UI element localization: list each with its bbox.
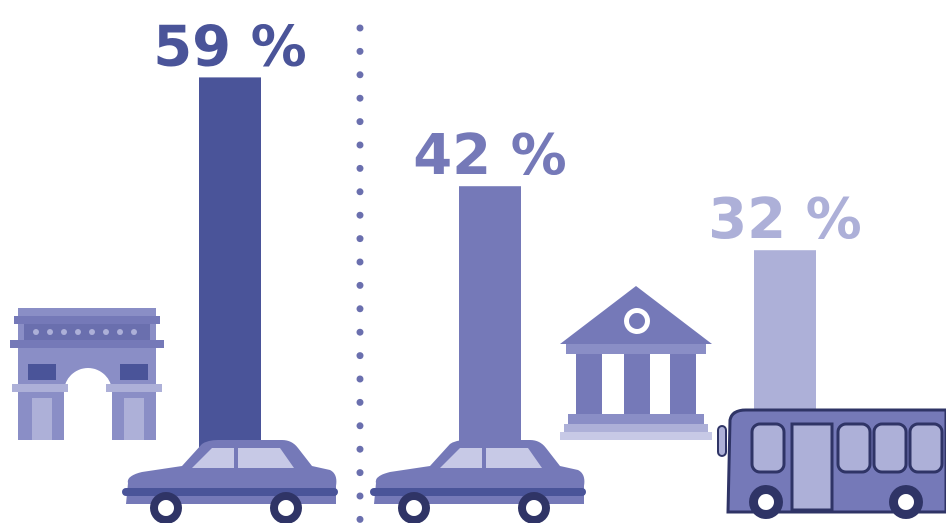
- value-label: 32 %: [708, 187, 862, 252]
- bus-icon: [717, 408, 946, 519]
- divider-dot: [356, 515, 364, 523]
- divider-dot: [356, 24, 364, 32]
- divider-dot: [356, 398, 364, 406]
- divider-dot: [356, 235, 364, 243]
- bars: [199, 77, 816, 456]
- divider-dot: [356, 422, 364, 430]
- divider-dot: [356, 118, 364, 126]
- divider-dot: [356, 211, 364, 219]
- temple-icon: [560, 286, 712, 440]
- car-icon: [370, 440, 586, 523]
- divider: [356, 24, 364, 523]
- divider-dot: [356, 281, 364, 289]
- divider-dot: [356, 305, 364, 313]
- divider-dot: [356, 328, 364, 336]
- divider-dot: [356, 469, 364, 477]
- divider-dot: [356, 352, 364, 360]
- divider-dot: [356, 47, 364, 55]
- divider-dot: [356, 71, 364, 79]
- divider-dot: [356, 94, 364, 102]
- divider-dot: [356, 492, 364, 500]
- value-label: 59 %: [153, 14, 307, 79]
- divider-dot: [356, 445, 364, 453]
- divider-dot: [356, 258, 364, 266]
- value-labels: 59 % 42 % 32 %: [153, 14, 862, 252]
- divider-dot: [356, 188, 364, 196]
- value-label: 42 %: [413, 123, 567, 188]
- car-icon: [122, 440, 338, 523]
- bar: [459, 186, 521, 455]
- bar: [199, 77, 261, 456]
- divider-dot: [356, 141, 364, 149]
- divider-dot: [356, 375, 364, 383]
- divider-dot: [356, 164, 364, 172]
- arch-icon: [10, 308, 164, 440]
